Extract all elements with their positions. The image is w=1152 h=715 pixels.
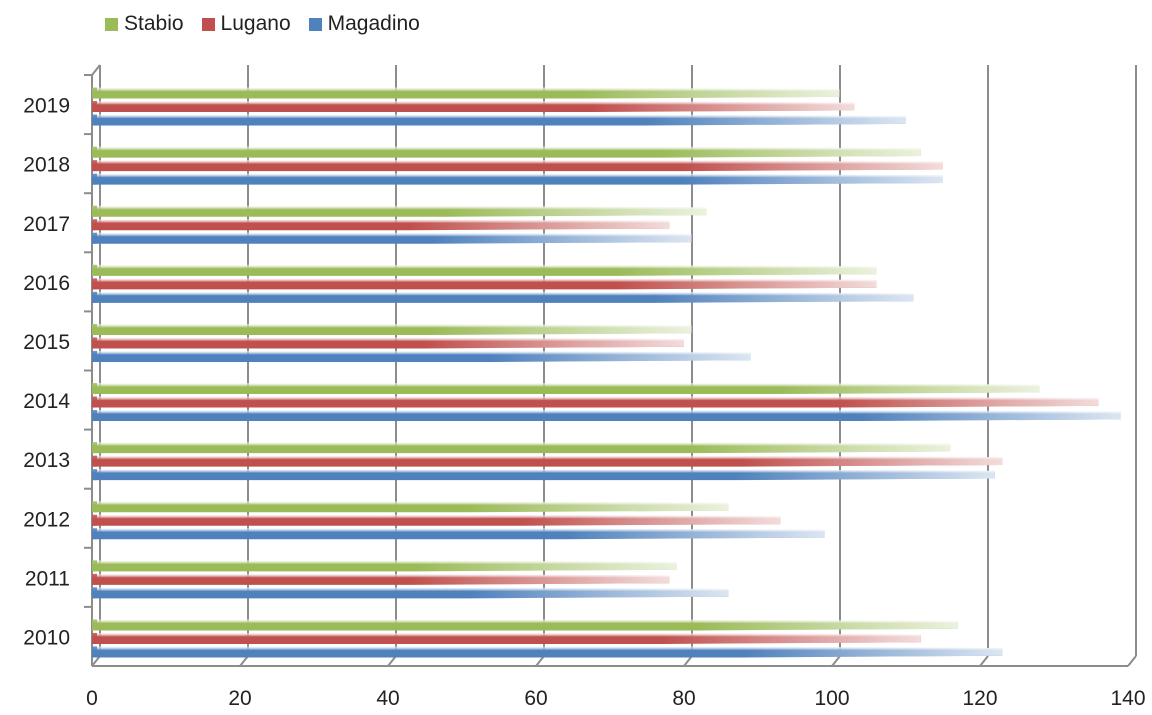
floor-edge-140 (1127, 655, 1137, 667)
bar-cap-lugano-2012 (92, 514, 97, 526)
y-tick-label-2011: 2011 (25, 567, 70, 590)
bar-cap-magadino-2019 (92, 114, 97, 126)
bar-tip-magadino-2019 (646, 114, 906, 126)
bar-cap-lugano-2015 (92, 337, 97, 349)
bar-cap-stabio-2016 (92, 264, 97, 276)
bar-tip-magadino-2015 (490, 350, 751, 362)
x-tick-label-120: 120 (962, 687, 997, 710)
floor-edge-0 (91, 655, 101, 667)
y-tick-label-2013: 2013 (23, 449, 70, 472)
x-tick-label-140: 140 (1110, 687, 1145, 710)
x-tick-label-60: 60 (524, 687, 547, 710)
floor-edge-60 (535, 655, 545, 667)
bar-tip-lugano-2012 (520, 514, 781, 526)
y-tick-label-2014: 2014 (23, 390, 70, 413)
y-tick-label-2017: 2017 (23, 213, 70, 236)
y-tick-label-2019: 2019 (23, 95, 70, 118)
bar-tip-magadino-2014 (860, 410, 1121, 422)
bar-cap-magadino-2012 (92, 528, 97, 540)
legend-swatch-lugano (201, 17, 215, 31)
bar-cap-magadino-2010 (92, 646, 97, 658)
legend-item-lugano[interactable]: Lugano (201, 12, 291, 36)
bar-cap-magadino-2015 (92, 350, 97, 362)
bar-tip-lugano-2014 (838, 396, 1099, 408)
bar-tip-magadino-2013 (734, 469, 995, 481)
bar-cap-lugano-2014 (92, 396, 97, 408)
bar-cap-lugano-2013 (92, 455, 97, 467)
bar-tip-magadino-2017 (431, 232, 692, 244)
legend-item-magadino[interactable]: Magadino (308, 12, 420, 36)
bar-cap-magadino-2016 (92, 291, 97, 303)
bar-tip-stabio-2016 (616, 264, 877, 276)
bar-cap-magadino-2018 (92, 173, 97, 185)
bar-cap-stabio-2011 (92, 560, 97, 572)
bar-cap-stabio-2010 (92, 619, 97, 631)
bar-tip-lugano-2013 (742, 455, 1003, 467)
y-tick-label-2012: 2012 (23, 508, 70, 531)
bar-tip-lugano-2019 (594, 101, 855, 113)
bar-cap-stabio-2019 (92, 87, 97, 99)
bar-cap-stabio-2013 (92, 442, 97, 454)
legend-swatch-magadino (308, 17, 322, 31)
bar-tip-lugano-2011 (409, 573, 670, 585)
bar-tip-magadino-2010 (742, 646, 1003, 658)
legend-label-magadino: Magadino (327, 12, 420, 35)
x-tick-label-20: 20 (228, 687, 251, 710)
bar-tip-lugano-2017 (409, 219, 670, 231)
bar-cap-stabio-2014 (92, 383, 97, 395)
bar-tip-stabio-2014 (779, 383, 1040, 395)
x-tick-label-40: 40 (376, 687, 399, 710)
bar-cap-magadino-2011 (92, 587, 97, 599)
legend-label-stabio: Stabio (124, 12, 184, 35)
legend-swatch-stabio (105, 17, 118, 31)
bar-cap-lugano-2010 (92, 632, 97, 644)
bar-tip-lugano-2015 (424, 337, 684, 349)
bar-tip-stabio-2019 (579, 87, 840, 99)
bar-tip-stabio-2011 (416, 560, 677, 572)
bar-tip-stabio-2013 (690, 442, 951, 454)
bar-cap-lugano-2011 (92, 573, 97, 585)
floor-edge-100 (831, 655, 841, 667)
bar-tip-stabio-2015 (431, 323, 692, 335)
y-tick-label-2015: 2015 (23, 331, 70, 354)
floor-edge-40 (387, 655, 397, 667)
x-tick-label-100: 100 (814, 687, 849, 710)
bar-tip-magadino-2011 (468, 587, 729, 599)
bar-cap-magadino-2013 (92, 469, 97, 481)
x-tick-label-80: 80 (672, 687, 695, 710)
floor-edge-80 (683, 655, 693, 667)
bar-tip-stabio-2010 (697, 619, 958, 631)
bar-tip-lugano-2018 (683, 160, 943, 172)
bar-cap-lugano-2016 (92, 278, 97, 290)
bar-cap-lugano-2018 (92, 160, 97, 172)
bar-tip-magadino-2012 (564, 528, 825, 540)
floor-edge-120 (979, 655, 989, 667)
bar-tip-magadino-2016 (653, 291, 914, 303)
floor-edge-20 (239, 655, 249, 667)
y-tick-label-2010: 2010 (23, 626, 70, 649)
bar-tip-lugano-2016 (616, 278, 877, 290)
bar-tip-stabio-2012 (468, 501, 729, 513)
y-tick-label-2018: 2018 (23, 154, 70, 177)
legend-label-lugano: Lugano (220, 12, 291, 35)
bar-cap-magadino-2014 (92, 410, 97, 422)
bar-tip-magadino-2018 (683, 173, 943, 185)
bar-cap-magadino-2017 (92, 232, 97, 244)
bar-cap-stabio-2015 (92, 323, 97, 335)
bar-tip-stabio-2018 (660, 146, 921, 158)
bar-cap-stabio-2012 (92, 501, 97, 513)
bar-cap-lugano-2017 (92, 219, 97, 231)
y-axis-top-edge (91, 64, 101, 76)
y-tick-label-2016: 2016 (23, 272, 70, 295)
bar-cap-lugano-2019 (92, 101, 97, 113)
x-tick-label-0: 0 (86, 687, 98, 710)
legend-item-stabio[interactable]: Stabio (105, 12, 184, 36)
bar-cap-stabio-2018 (92, 146, 97, 158)
bar-tip-stabio-2017 (446, 205, 707, 217)
bar-cap-stabio-2017 (92, 205, 97, 217)
bar-tip-lugano-2010 (660, 632, 921, 644)
legend: Stabio Lugano Magadino (105, 12, 420, 36)
